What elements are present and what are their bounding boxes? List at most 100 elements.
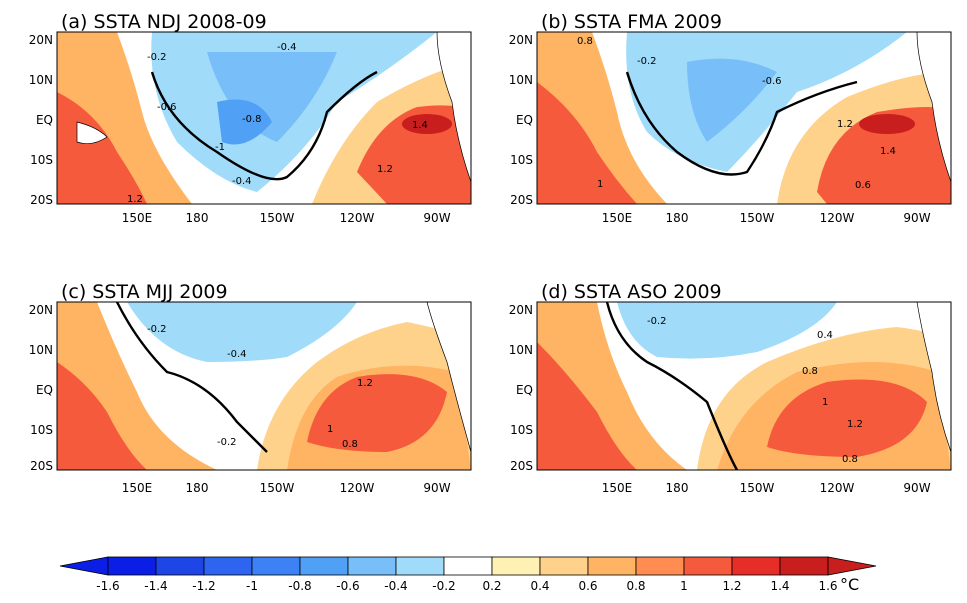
- lat-label: 10S: [30, 423, 53, 437]
- lat-label: 10N: [509, 73, 533, 87]
- contour-label: 0.6: [855, 180, 871, 191]
- land: [436, 31, 472, 183]
- lon-label: 150W: [260, 481, 295, 495]
- panel-c: (c) SSTA MJJ 2009 -0.2 -0.4 1.2 1 0.8 -0…: [29, 281, 472, 495]
- lat-axis: 20N 10N EQ 10S 20S: [509, 33, 533, 207]
- lon-label: 150W: [740, 481, 775, 495]
- zero-contour: [115, 301, 268, 453]
- contour-label: -0.2: [637, 56, 657, 67]
- colorbar-swatch: [683, 556, 733, 576]
- lat-label: 10N: [29, 343, 53, 357]
- lat-axis: 20N 10N EQ 10S 20S: [29, 303, 53, 473]
- contour-label: -1: [215, 142, 225, 153]
- warm-east-core: [307, 374, 447, 452]
- colorbar-swatch: [587, 556, 637, 576]
- contour-label: -0.2: [217, 437, 237, 448]
- warm-west-core: [57, 362, 147, 470]
- colorbar-tick-label: -0.2: [432, 579, 455, 593]
- zero-contour: [605, 301, 739, 471]
- contour-label: -0.8: [242, 114, 262, 125]
- colorbar-tick-label: 1: [680, 579, 688, 593]
- lat-label: 20S: [510, 193, 533, 207]
- warm-west-core: [537, 82, 637, 204]
- colorbar-swatch: [107, 556, 157, 576]
- lat-label: 10S: [30, 153, 53, 167]
- lat-label: 20S: [510, 459, 533, 473]
- contour-label: -0.2: [647, 316, 667, 327]
- lon-label: 180: [666, 481, 689, 495]
- lon-label: 90W: [423, 211, 450, 225]
- panel-title: (c) SSTA MJJ 2009: [61, 281, 228, 303]
- lat-label: 10N: [509, 343, 533, 357]
- colorbar-swatch: [731, 556, 781, 576]
- lat-label: 20N: [29, 303, 53, 317]
- warm-east-max: [859, 114, 915, 134]
- colorbar-tick-label: 0.8: [626, 579, 645, 593]
- colorbar-swatch: [539, 556, 589, 576]
- warm-west-core: [57, 92, 147, 204]
- zero-contour: [625, 71, 858, 176]
- colorbar-swatch: [347, 556, 397, 576]
- lat-label: EQ: [36, 113, 53, 127]
- colorbar-tick-label: 1.6: [818, 579, 837, 593]
- contour-label: 1.2: [837, 119, 853, 130]
- lon-label: 90W: [423, 481, 450, 495]
- lon-axis: 150E 180 150W 120W 90W: [602, 481, 931, 495]
- colorbar-swatch: [395, 556, 445, 576]
- contour-label: 1.4: [412, 120, 428, 131]
- contour-label: 0.8: [842, 454, 858, 465]
- colorbar-arrow-low: [59, 556, 109, 576]
- lon-label: 120W: [820, 211, 855, 225]
- lon-label: 90W: [903, 211, 930, 225]
- lon-axis: 150E 180 150W 120W 90W: [122, 481, 451, 495]
- warm-west-core: [537, 342, 637, 470]
- lat-label: EQ: [516, 113, 533, 127]
- colorbar-tick-label: 0.4: [530, 579, 549, 593]
- colorbar-swatch: [635, 556, 685, 576]
- contour-label: -0.4: [232, 176, 252, 187]
- colorbar-swatch: [443, 556, 493, 576]
- lat-label: 20N: [29, 33, 53, 47]
- contour-label: -0.4: [227, 349, 247, 360]
- colorbar-tick-label: -1.4: [144, 579, 167, 593]
- panel-d: (d) SSTA ASO 2009 -0.2 0.4 0.8 1 1.2 0.8…: [509, 281, 952, 495]
- lat-label: 20N: [509, 33, 533, 47]
- colorbar: -1.6 -1.4 -1.2 -1 -0.8 -0.6 -0.4 -0.2 0.2 0.4 0.6 0…: [59, 556, 877, 594]
- colorbar-tick-label: -0.8: [288, 579, 311, 593]
- colorbar-arrow-high: [827, 556, 877, 576]
- warm-east-core: [817, 107, 951, 204]
- lon-label: 150E: [122, 481, 153, 495]
- colorbar-swatch: [491, 556, 541, 576]
- panel-a: (a) SSTA NDJ 2008-09 -0.6 -0.2 -0.4 -0.8…: [29, 11, 472, 225]
- lon-label: 120W: [820, 481, 855, 495]
- cold-deep: [217, 99, 272, 145]
- zero-contour: [150, 70, 378, 181]
- colorbar-tick-label: -1: [246, 579, 258, 593]
- lat-label: 20S: [30, 459, 53, 473]
- contour-label: 1: [822, 397, 828, 408]
- lon-label: 150E: [122, 211, 153, 225]
- contour-label: -0.4: [277, 42, 297, 53]
- colorbar-tick-label: 0.6: [578, 579, 597, 593]
- lon-axis: 150E 180 150W 120W 90W: [602, 211, 931, 225]
- lat-axis: 20N 10N EQ 10S 20S: [509, 303, 533, 473]
- contour-label: 1.2: [127, 194, 143, 205]
- lon-label: 120W: [340, 481, 375, 495]
- contour-label: 1.2: [377, 164, 393, 175]
- colorbar-swatch: [299, 556, 349, 576]
- warm-east-core: [767, 379, 927, 457]
- colorbar-tick-label: -0.6: [336, 579, 359, 593]
- contour-label: 0.8: [802, 366, 818, 377]
- lat-label: EQ: [36, 383, 53, 397]
- colorbar-tick-label: 1.2: [722, 579, 741, 593]
- cold-core: [687, 58, 777, 142]
- warm-east-max: [402, 114, 452, 134]
- lon-label: 180: [186, 211, 209, 225]
- colorbar-unit: °C: [840, 575, 859, 594]
- lon-axis: 150E 180 150W 120W 90W: [122, 211, 451, 225]
- contour-label: -0.6: [157, 102, 177, 113]
- cold-core: [207, 52, 337, 142]
- land: [916, 31, 952, 183]
- colorbar-swatch: [155, 556, 205, 576]
